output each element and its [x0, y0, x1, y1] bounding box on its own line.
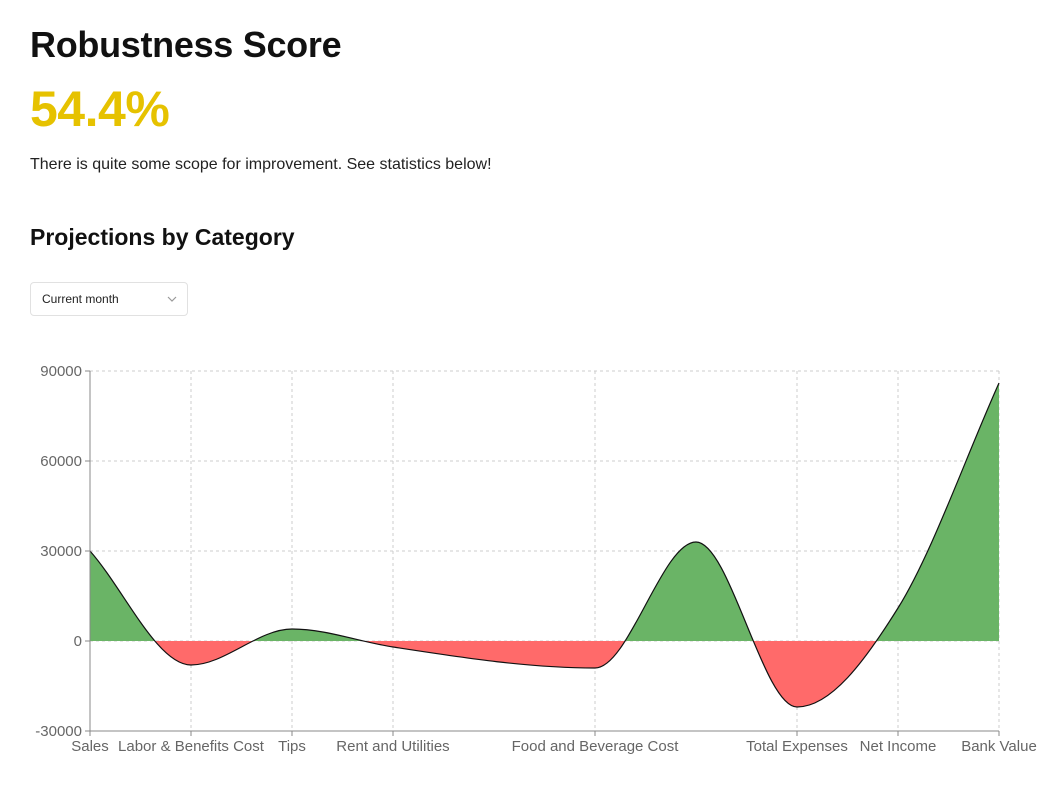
projections-chart: -30000 0 30000 60000 90000 Sales Labor & Benef… [35, 363, 1037, 755]
x-tick-label: Total Expenses [746, 738, 848, 755]
x-tick-label: Tips [278, 738, 306, 755]
grid-lines [89, 370, 1000, 732]
area-layer [89, 382, 1000, 708]
x-tick-label: Sales [71, 738, 109, 755]
x-tick-label: Bank Value [961, 738, 1037, 755]
section-title: Projections by Category [30, 224, 295, 250]
y-tick-label: -30000 [35, 723, 82, 740]
positive-area [90, 383, 999, 641]
y-tick-label: 30000 [40, 543, 82, 560]
projection-line [89, 382, 1000, 708]
period-select[interactable]: Current month [30, 282, 188, 316]
score-message: There is quite some scope for improvemen… [30, 156, 492, 173]
tick-labels: -30000 0 30000 60000 90000 Sales Labor & Benef… [35, 363, 1037, 755]
x-tick-label: Net Income [860, 738, 937, 755]
y-tick-label: 0 [74, 633, 82, 650]
page-title: Robustness Score [30, 24, 342, 65]
x-tick-label: Labor & Benefits Cost [118, 738, 265, 755]
axes [85, 370, 1000, 736]
robustness-score-value: 54.4% [30, 81, 170, 137]
x-tick-label: Rent and Utilities [336, 738, 449, 755]
period-select-value: Current month [42, 292, 119, 306]
negative-area [90, 641, 999, 707]
y-tick-label: 90000 [40, 363, 82, 380]
chevron-down-icon [167, 294, 177, 304]
y-tick-label: 60000 [40, 453, 82, 470]
x-tick-label: Food and Beverage Cost [512, 738, 680, 755]
